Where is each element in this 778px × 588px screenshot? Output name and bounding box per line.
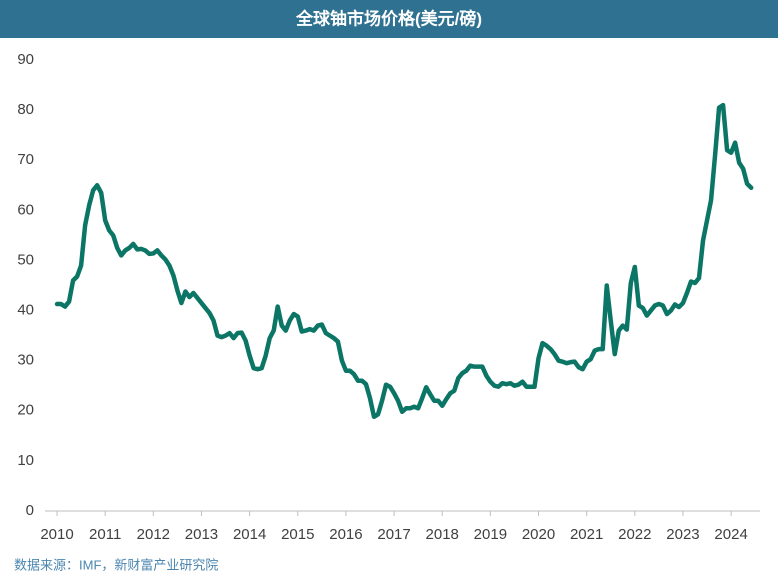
x-tick-label: 2012	[137, 526, 170, 543]
x-tick-label: 2023	[666, 526, 699, 543]
x-tick-label: 2016	[329, 526, 362, 543]
x-tick-label: 2024	[714, 526, 747, 543]
y-tick-label: 70	[17, 151, 34, 168]
x-tick-label: 2020	[522, 526, 555, 543]
title-bar	[0, 0, 778, 38]
x-tick-label: 2013	[185, 526, 218, 543]
price-line	[54, 102, 754, 420]
x-tick-label: 2021	[570, 526, 603, 543]
x-tick-label: 2019	[474, 526, 507, 543]
y-tick-label: 30	[17, 352, 34, 369]
x-tick-label: 2022	[618, 526, 651, 543]
x-tick-label: 2015	[281, 526, 314, 543]
y-tick-label: 80	[17, 101, 34, 118]
y-tick-label: 40	[17, 302, 34, 319]
y-tick-label: 20	[17, 402, 34, 419]
x-tick-label: 2017	[377, 526, 410, 543]
y-tick-label: 10	[17, 452, 34, 469]
y-tick-label: 0	[26, 502, 34, 519]
x-tick-label: 2014	[233, 526, 266, 543]
y-tick-label: 60	[17, 201, 34, 218]
x-tick-label: 2011	[89, 526, 121, 543]
y-tick-label: 50	[17, 251, 34, 268]
source-note: 数据来源：IMF，新财富产业研究院	[14, 557, 218, 572]
chart-title: 全球铀市场价格(美元/磅)	[295, 8, 482, 28]
x-tick-label: 2018	[426, 526, 459, 543]
x-tick-label: 2010	[40, 526, 73, 543]
y-tick-label: 90	[17, 51, 34, 68]
